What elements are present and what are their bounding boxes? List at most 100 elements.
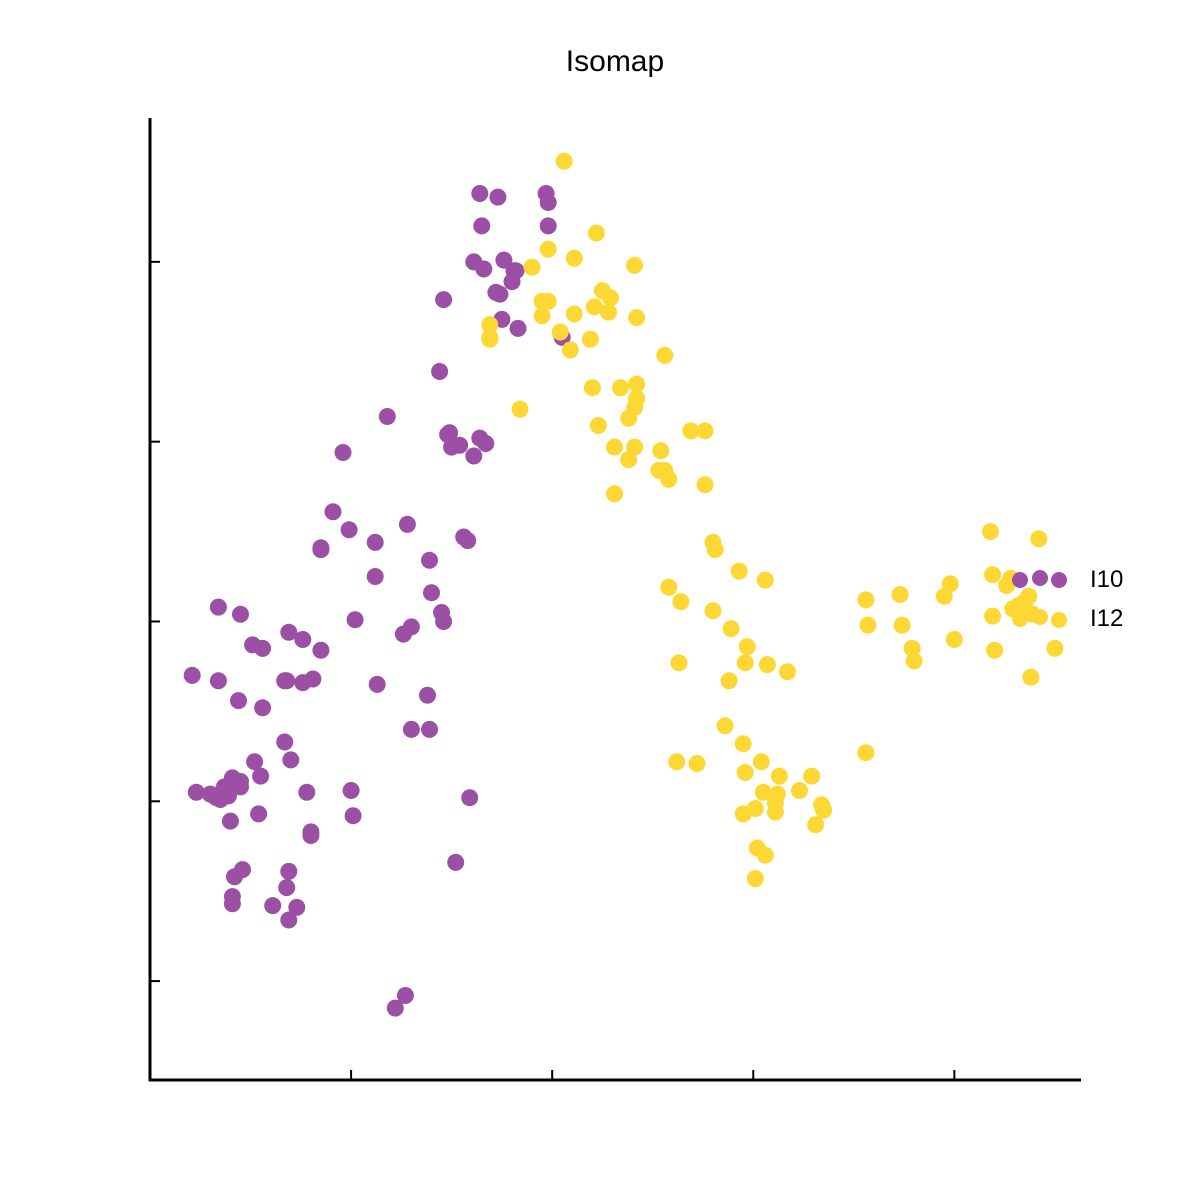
data-point-i10 [282, 751, 300, 769]
data-point-i10 [539, 217, 557, 235]
data-point-i12 [766, 803, 784, 821]
data-point-i10 [232, 605, 249, 623]
data-point-i12 [754, 783, 772, 801]
data-point-i10 [509, 319, 527, 337]
data-point-i10 [386, 999, 404, 1017]
data-point-i12 [736, 764, 754, 781]
data-point-i10 [312, 541, 330, 559]
data-point-i10 [503, 273, 521, 291]
data-point-i12 [706, 541, 724, 559]
data-point-i10 [378, 408, 396, 425]
data-point-i10 [346, 611, 364, 629]
data-point-i12 [620, 451, 638, 469]
data-point-i12 [668, 753, 686, 771]
data-point-i10 [280, 911, 298, 929]
data-points [183, 152, 1064, 1017]
data-point-i12 [778, 663, 796, 681]
data-point-i10 [435, 291, 453, 309]
data-point-i10 [226, 868, 243, 886]
data-point-i12 [600, 303, 617, 321]
data-point-i12 [1020, 587, 1038, 605]
data-point-i10 [419, 686, 436, 704]
data-point-i10 [298, 783, 316, 801]
data-point-i10 [539, 194, 557, 211]
data-point-i12 [945, 631, 963, 648]
data-point-i12 [984, 566, 1002, 584]
data-point-i10 [183, 666, 201, 684]
data-point-i10 [489, 188, 507, 206]
data-point-i10 [221, 812, 239, 830]
data-point-i10 [465, 253, 483, 271]
chart-title: Isomap [566, 45, 664, 78]
data-point-i12 [738, 638, 756, 656]
data-point-i12 [565, 249, 583, 267]
data-point-i10 [342, 782, 360, 799]
data-point-i10 [276, 672, 294, 690]
data-point-i10 [423, 584, 440, 602]
data-point-i12 [626, 256, 644, 274]
data-point-i10 [246, 753, 264, 771]
data-point-i12 [1030, 530, 1048, 548]
data-point-i12 [583, 379, 601, 397]
data-point-i10 [278, 879, 296, 897]
data-point-i10 [473, 217, 491, 235]
legend-marker-i12 [1032, 609, 1048, 625]
data-point-i12 [815, 801, 833, 819]
data-point-i12 [606, 485, 623, 503]
data-point-i12 [770, 767, 788, 785]
data-point-i10 [254, 699, 272, 717]
data-point-i12 [736, 654, 754, 672]
data-point-i10 [252, 767, 270, 785]
data-point-i10 [451, 436, 469, 454]
data-point-i12 [734, 735, 752, 753]
legend-label-i10: I10 [1090, 566, 1123, 593]
data-point-i10 [495, 251, 513, 269]
legend-marker-i10 [1051, 572, 1067, 588]
data-point-i12 [984, 607, 1002, 625]
data-point-i10 [421, 551, 438, 569]
data-point-i10 [232, 778, 249, 796]
data-point-i10 [230, 692, 247, 710]
data-point-i12 [533, 307, 551, 325]
data-point-i10 [471, 429, 489, 447]
data-point-i10 [344, 807, 362, 825]
data-point-i10 [209, 672, 227, 690]
data-point-i12 [935, 587, 953, 605]
data-point-i12 [660, 470, 678, 488]
data-point-i12 [803, 767, 821, 785]
data-point-i12 [628, 375, 646, 393]
data-point-i12 [905, 652, 923, 670]
data-point-i10 [398, 515, 416, 533]
data-point-i10 [264, 897, 282, 915]
data-point-i10 [205, 787, 223, 805]
data-point-i12 [756, 571, 774, 589]
data-point-i12 [652, 442, 670, 460]
data-point-i12 [561, 341, 579, 359]
data-point-i12 [682, 422, 700, 440]
data-point-i10 [435, 613, 453, 630]
data-point-i12 [628, 309, 646, 327]
data-point-i10 [487, 283, 505, 301]
data-point-i12 [606, 438, 623, 456]
data-point-i12 [696, 476, 714, 494]
data-point-i12 [585, 298, 603, 316]
data-point-i12 [746, 800, 764, 817]
data-point-i12 [903, 639, 921, 657]
data-point-i10 [209, 598, 227, 616]
data-point-i10 [465, 447, 483, 465]
data-point-i12 [756, 846, 774, 864]
data-point-i10 [250, 805, 268, 823]
data-point-i10 [280, 862, 298, 880]
data-point-i12 [620, 409, 638, 427]
data-point-i12 [481, 316, 499, 334]
data-point-i10 [223, 895, 241, 913]
data-point-i10 [461, 789, 479, 807]
data-point-i10 [340, 521, 358, 539]
data-point-i12 [857, 591, 875, 609]
legend-label-i12: I12 [1090, 605, 1123, 632]
data-point-i12 [857, 744, 875, 762]
data-point-i10 [280, 623, 298, 641]
data-point-i10 [402, 720, 420, 738]
axis-ticks [149, 260, 956, 1080]
data-point-i12 [612, 379, 629, 397]
